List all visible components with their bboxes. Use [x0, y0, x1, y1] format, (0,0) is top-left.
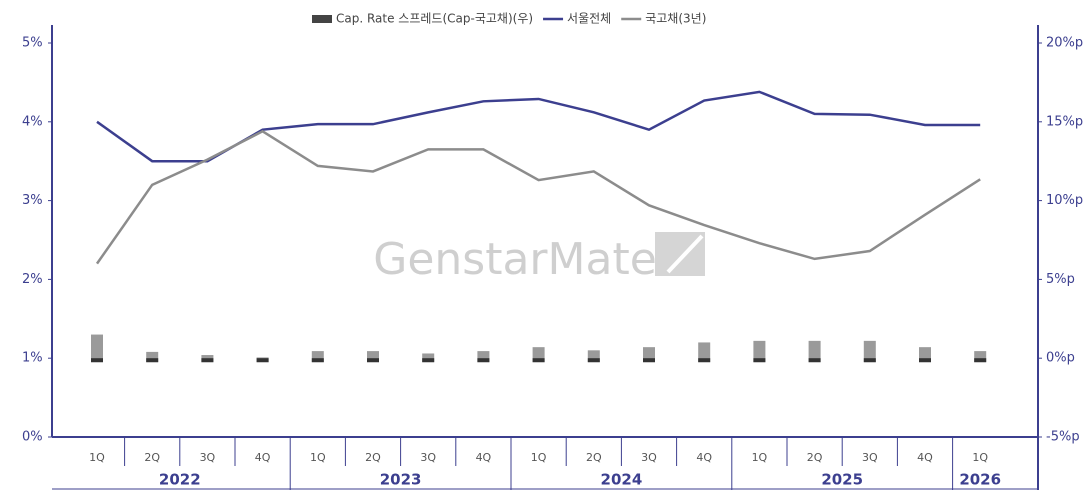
x-tick-label: 3Q: [420, 451, 436, 464]
y-tick-label: 4%: [22, 114, 43, 129]
x-tick-label: 2Q: [586, 451, 602, 464]
legend-swatch: [312, 15, 332, 23]
watermark-logo-stroke: [666, 234, 704, 274]
legend-label: 국고채(3년): [645, 12, 706, 26]
year-label: 2025: [821, 471, 863, 489]
y2-tick-label: 10%p: [1046, 193, 1083, 208]
bar-base: [146, 358, 159, 363]
bar-base: [422, 358, 435, 363]
line: [95, 129, 981, 265]
bar-base: [477, 358, 490, 363]
bar-base: [91, 358, 103, 363]
bar: [808, 340, 821, 363]
y2-tick-label: 0%p: [1046, 351, 1075, 366]
bar: [753, 340, 766, 363]
bar: [587, 350, 600, 363]
x-tick-label: 3Q: [200, 451, 216, 464]
bar: [422, 353, 435, 363]
x-tick-label: 4Q: [255, 451, 271, 464]
bar: [477, 351, 490, 363]
x-tick-label: 4Q: [476, 451, 492, 464]
bar-base: [587, 358, 600, 363]
x-tick-label: 3Q: [862, 451, 878, 464]
y-tick-label: 2%: [22, 272, 43, 287]
watermark-logo: [655, 232, 705, 276]
bar-base: [367, 358, 379, 363]
bar-base: [643, 358, 655, 363]
y-tick-label: 5%: [22, 36, 43, 51]
y2-tick-label: 20%p: [1046, 36, 1083, 51]
x-tick-label: 1Q: [89, 451, 105, 464]
x-tick-label: 2Q: [144, 451, 160, 464]
y2-tick-label: -5%p: [1046, 430, 1080, 445]
year-label: 2024: [601, 471, 643, 489]
x-tick-label: 4Q: [696, 451, 712, 464]
bar: [863, 340, 876, 363]
x-tick-label: 1Q: [531, 451, 547, 464]
bar: [698, 342, 711, 363]
bar: [91, 334, 103, 363]
bar: [146, 351, 159, 363]
y-tick-label: 3%: [22, 193, 43, 208]
year-label: 2022: [159, 471, 201, 489]
bar-base: [808, 358, 821, 363]
x-tick-label: 4Q: [917, 451, 933, 464]
bar: [974, 351, 987, 363]
bar-base: [256, 358, 269, 363]
bar-base: [974, 358, 987, 363]
x-tick-label: 2Q: [807, 451, 823, 464]
y-tick-label: 1%: [22, 351, 43, 366]
y2-tick-label: 5%p: [1046, 272, 1075, 287]
bar: [311, 351, 324, 363]
bar-base: [201, 358, 214, 363]
y2-tick-label: 15%p: [1046, 114, 1083, 129]
year-label: 2026: [959, 471, 1001, 489]
x-tick-label: 3Q: [641, 451, 657, 464]
watermark: GenstarMate: [373, 234, 657, 285]
bar-base: [863, 358, 876, 363]
bar-base: [698, 358, 711, 363]
legend-label: 서울전체: [567, 12, 611, 26]
x-tick-label: 1Q: [310, 451, 326, 464]
legend-label: Cap. Rate 스프레드(Cap-국고채)(우): [336, 12, 533, 26]
bar-base: [311, 358, 324, 363]
year-label: 2023: [380, 471, 422, 489]
x-tick-label: 1Q: [752, 451, 768, 464]
bar-base: [753, 358, 766, 363]
bar: [367, 351, 379, 363]
x-tick-label: 2Q: [365, 451, 381, 464]
line: [96, 90, 981, 163]
x-tick-label: 1Q: [972, 451, 988, 464]
bar-base: [919, 358, 931, 363]
bar-base: [532, 358, 545, 363]
y-tick-label: 0%: [22, 430, 43, 445]
